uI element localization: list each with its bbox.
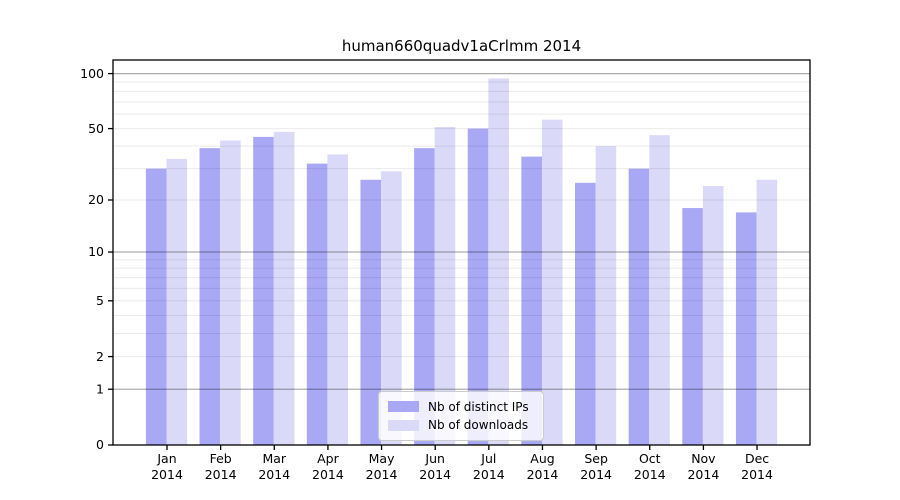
legend-entry-distinct-ips: Nb of distinct IPs <box>388 400 534 414</box>
y-tick-label-1: 1 <box>96 381 104 396</box>
y-tick-label-100: 100 <box>80 66 104 81</box>
bar-downloads-jul <box>488 78 509 445</box>
x-tick-label-year-oct: 2014 <box>634 467 666 482</box>
bar-ips-may <box>360 179 382 445</box>
y-tick-label-0: 0 <box>96 437 104 452</box>
bar-ips-mar <box>253 136 274 445</box>
x-tick-label-month-apr: Apr <box>317 451 339 466</box>
bar-ips-jun <box>414 148 435 445</box>
x-tick-label-month-feb: Feb <box>210 451 232 466</box>
bar-downloads-aug <box>541 119 563 446</box>
x-tick-label-month-jun: Jun <box>424 451 445 466</box>
bar-ips-oct <box>628 168 650 445</box>
x-tick-label-month-oct: Oct <box>639 451 661 466</box>
bar-downloads-mar <box>273 131 295 445</box>
x-tick-label-month-aug: Aug <box>530 451 554 466</box>
legend-entry-downloads: Nb of downloads <box>388 418 534 432</box>
x-tick-label-month-jul: Jul <box>480 451 496 466</box>
legend: Nb of distinct IPs Nb of downloads <box>378 391 544 441</box>
legend-label-distinct-ips: Nb of distinct IPs <box>428 399 529 414</box>
bar-downloads-jun <box>434 127 456 445</box>
bar-ips-jul <box>467 128 489 445</box>
bar-downloads-nov <box>702 185 724 445</box>
legend-label-downloads: Nb of downloads <box>428 418 529 433</box>
legend-swatch-distinct-ips <box>388 401 419 413</box>
bar-downloads-sep <box>595 146 617 445</box>
bar-downloads-jan <box>166 158 188 445</box>
x-tick-label-month-nov: Nov <box>691 451 716 466</box>
x-tick-label-month-sep: Sep <box>584 451 608 466</box>
y-tick-label-20: 20 <box>88 192 104 207</box>
bar-ips-sep <box>575 182 596 446</box>
x-tick-label-year-feb: 2014 <box>205 467 237 482</box>
bar-ips-aug <box>521 156 542 446</box>
x-tick-label-year-dec: 2014 <box>741 467 773 482</box>
legend-swatch-downloads <box>388 419 419 431</box>
x-tick-label-year-jul: 2014 <box>473 467 505 482</box>
bar-downloads-feb <box>220 140 241 446</box>
x-tick-label-year-may: 2014 <box>366 467 398 482</box>
x-tick-label-year-aug: 2014 <box>527 467 559 482</box>
x-tick-label-year-jan: 2014 <box>151 467 183 482</box>
bar-ips-nov <box>682 208 703 445</box>
bar-ips-apr <box>306 163 328 445</box>
x-tick-label-year-apr: 2014 <box>312 467 344 482</box>
x-tick-label-month-mar: Mar <box>262 451 286 466</box>
x-tick-label-month-jan: Jan <box>156 451 176 466</box>
y-tick-label-5: 5 <box>96 293 104 308</box>
bar-downloads-dec <box>756 179 778 445</box>
chart-title: human660quadv1aCrlmm 2014 <box>341 37 582 55</box>
y-tick-label-2: 2 <box>96 349 104 364</box>
bar-ips-dec <box>735 212 757 445</box>
bar-ips-feb <box>199 148 221 445</box>
x-tick-label-year-nov: 2014 <box>687 467 719 482</box>
bar-downloads-oct <box>649 135 670 445</box>
x-tick-label-year-jun: 2014 <box>419 467 451 482</box>
x-tick-label-year-mar: 2014 <box>258 467 290 482</box>
y-tick-label-50: 50 <box>88 121 104 136</box>
x-tick-label-month-may: May <box>369 451 395 466</box>
x-tick-label-year-sep: 2014 <box>580 467 612 482</box>
x-tick-label-month-dec: Dec <box>745 451 769 466</box>
bar-downloads-may <box>381 171 402 445</box>
bar-downloads-apr <box>327 154 349 445</box>
y-tick-label-10: 10 <box>88 244 104 259</box>
bar-ips-jan <box>145 168 167 445</box>
